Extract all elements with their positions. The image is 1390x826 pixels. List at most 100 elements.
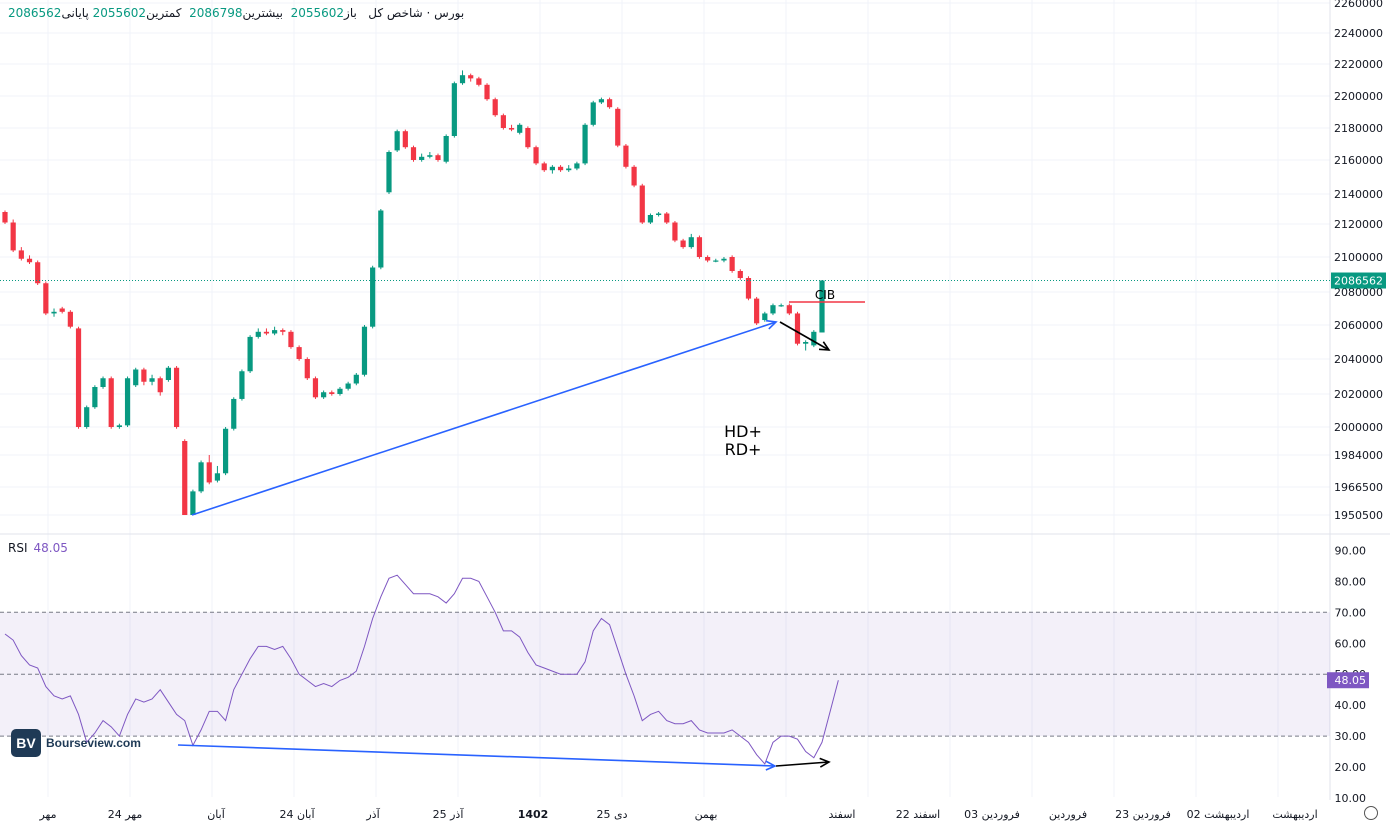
price-axis[interactable]: 2260000 2240000 2220000 2200000 2180000 21600… (1331, 0, 1386, 522)
candle (566, 165, 572, 172)
candle (631, 165, 637, 188)
candle (378, 209, 384, 270)
candle (288, 330, 294, 349)
candle (770, 303, 776, 316)
price-tick: 2180000 (1334, 122, 1383, 135)
rsi-label[interactable]: RSI (8, 541, 28, 555)
candle (410, 145, 417, 162)
candle (59, 306, 65, 314)
open-value: 2055602 (290, 6, 345, 20)
price-tick: 2080000 (1334, 286, 1383, 299)
candle (737, 269, 743, 280)
rd-label: RD+ (725, 440, 762, 459)
candle (198, 460, 204, 494)
price-tick: 2140000 (1334, 188, 1383, 201)
candle (696, 235, 703, 259)
candle (18, 247, 24, 261)
rsi-tick: 40.00 (1335, 699, 1367, 712)
candle (43, 281, 49, 316)
candle (116, 423, 122, 429)
price-tick: 2120000 (1334, 218, 1383, 231)
open-label: باز (344, 6, 357, 20)
time-tick: 24 مهر (108, 808, 143, 821)
time-tick: 03 فروردین (964, 808, 1020, 821)
price-tick: 1966500 (1334, 481, 1383, 494)
time-tick: 25 دی (596, 808, 627, 821)
candle (26, 255, 33, 264)
candle (92, 385, 98, 409)
candle (672, 221, 678, 243)
close-value: 2086562 (8, 6, 62, 20)
rsi-axis[interactable]: 90.0080.0070.0060.0050.0040.0030.0020.00… (1327, 544, 1369, 805)
rsi-trendline[interactable] (177, 744, 776, 767)
candle (549, 165, 555, 174)
candle (427, 152, 433, 159)
low-label: کمترین (146, 6, 182, 20)
candle (664, 212, 670, 224)
rsi-line (4, 574, 839, 765)
candle (173, 366, 180, 429)
watermark-logo: BV Bourseview.com (11, 729, 141, 757)
rsi-tick: 70.00 (1335, 606, 1367, 619)
candle (419, 153, 425, 162)
price-trendline[interactable] (191, 321, 777, 516)
candle (615, 107, 621, 148)
rsi-series (4, 574, 839, 765)
candle (582, 123, 588, 166)
symbol-name[interactable]: بورس · شاخص کل (368, 6, 465, 20)
price-tick: 2000000 (1334, 421, 1383, 434)
rsi-tick: 60.00 (1335, 637, 1367, 650)
candle (67, 310, 73, 329)
time-tick: مهر (38, 808, 56, 821)
candle (500, 113, 506, 130)
candle (598, 97, 605, 104)
candle (10, 219, 16, 253)
candle (272, 326, 278, 336)
candle (680, 238, 686, 249)
candle (51, 308, 57, 317)
time-axis[interactable]: مهر 24 مهر آبان 24 آبان آذر 25 آذر 1402 25 دی به… (38, 807, 1317, 821)
candle (255, 328, 261, 339)
rsi-tick: 30.00 (1335, 730, 1367, 743)
candle (386, 150, 392, 194)
time-tick: آبان (207, 807, 225, 821)
price-arrow[interactable] (779, 321, 830, 351)
candle (533, 145, 539, 166)
drawings (177, 301, 865, 771)
candle (2, 210, 8, 224)
cib-label: CIB (815, 288, 835, 302)
candle (165, 366, 171, 382)
price-arrow-head (818, 341, 831, 351)
candle (713, 258, 719, 263)
price-tick: 2100000 (1334, 251, 1383, 264)
candle (304, 357, 310, 380)
candle (451, 81, 457, 138)
candle (157, 376, 163, 396)
price-tick: 2040000 (1334, 353, 1383, 366)
hd-label: HD+ (724, 422, 762, 441)
price-tick: 1950500 (1334, 509, 1383, 522)
candle (541, 161, 547, 172)
candle (337, 387, 343, 396)
time-tick: فروردین (1049, 808, 1087, 821)
candle (754, 296, 760, 325)
candle (803, 340, 809, 351)
candle (141, 367, 147, 386)
candle (239, 369, 245, 401)
candle (263, 328, 270, 336)
candle (729, 255, 735, 273)
ohlc-header: بورس · شاخص کل باز2055602 بیشترین2086798… (8, 6, 464, 20)
candle (590, 100, 596, 127)
time-tick: اردیبهشت (1272, 808, 1317, 821)
low-value: 2055602 (92, 6, 147, 20)
last-price-value: 2086562 (1334, 275, 1383, 288)
price-tick: 1984000 (1334, 449, 1383, 462)
candle (75, 326, 82, 429)
candle (321, 390, 327, 399)
candle (639, 183, 645, 224)
candle (492, 97, 498, 117)
candles (0, 70, 1330, 515)
rsi-arrow[interactable] (775, 761, 830, 767)
settings-gear-icon[interactable] (1364, 806, 1378, 820)
